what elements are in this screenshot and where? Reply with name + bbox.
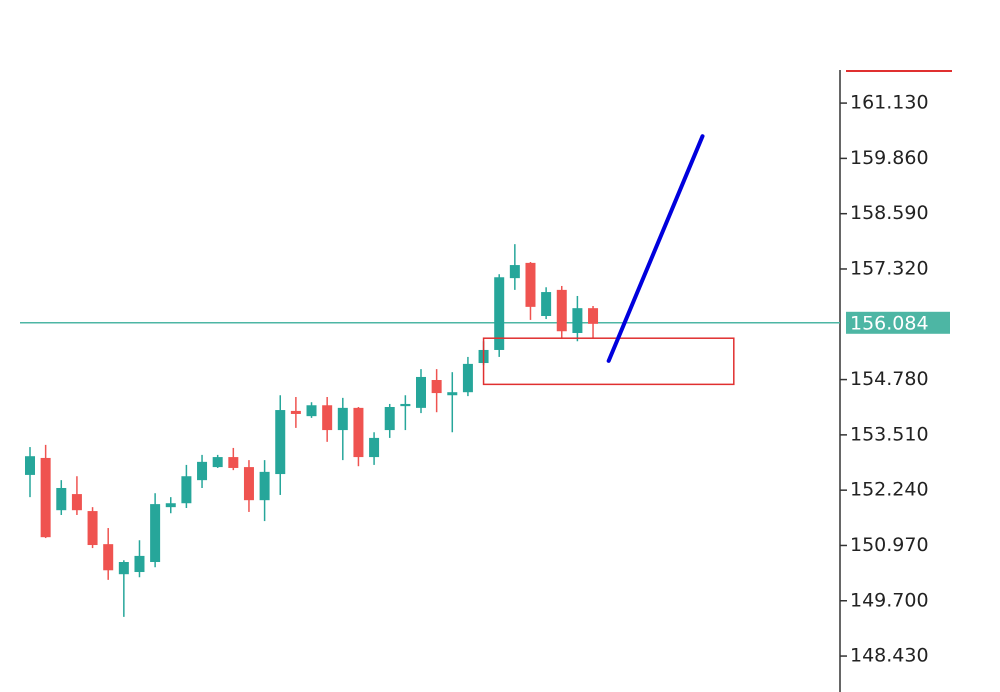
- y-tick-label: 158.590: [850, 202, 929, 224]
- y-tick-label: 149.700: [850, 589, 929, 611]
- candle-body: [588, 308, 599, 324]
- candle-body: [462, 363, 473, 393]
- trend-line: [606, 134, 705, 363]
- candle-body: [509, 265, 520, 279]
- candle-body: [181, 476, 192, 504]
- candle-body: [25, 456, 35, 475]
- zone-box: [482, 337, 735, 386]
- y-tick-label: 150.970: [850, 534, 929, 556]
- candle-body: [541, 292, 552, 317]
- candle-body: [275, 410, 286, 475]
- y-tick-label: 154.780: [850, 368, 929, 390]
- candle-body: [56, 487, 67, 511]
- candle-body: [103, 544, 114, 571]
- candle-body: [525, 262, 536, 307]
- candle-body: [71, 494, 82, 511]
- candle-body: [165, 503, 176, 508]
- candle-body: [243, 467, 254, 501]
- candle-body: [228, 457, 239, 468]
- candle-body: [369, 437, 380, 458]
- candle-body: [416, 376, 426, 408]
- candle-body: [118, 562, 129, 575]
- candle-body: [306, 405, 317, 417]
- candle-body: [134, 555, 145, 573]
- candle-body: [400, 403, 411, 407]
- candle-body: [337, 407, 348, 431]
- candle-body: [212, 457, 223, 468]
- price-label: 156.084: [850, 312, 929, 334]
- y-tick-label: 148.430: [850, 645, 929, 667]
- candle-body: [290, 410, 301, 414]
- candle-body: [572, 308, 583, 333]
- candle-body: [494, 277, 505, 350]
- candle-body: [150, 504, 161, 563]
- y-tick-label: 161.130: [850, 92, 929, 114]
- y-tick-label: 157.320: [850, 257, 929, 279]
- candle-body: [259, 471, 270, 501]
- candle-body: [384, 407, 395, 431]
- candle-body: [40, 457, 51, 538]
- candle-body: [556, 289, 567, 332]
- candle-body: [353, 407, 364, 458]
- candle-body: [87, 511, 98, 546]
- y-tick-label: 152.240: [850, 479, 929, 501]
- y-tick-label: 159.860: [850, 147, 929, 169]
- candle-body: [322, 405, 333, 431]
- y-tick-label: 153.510: [850, 423, 929, 445]
- candle-body: [431, 380, 442, 394]
- candle-body: [447, 392, 458, 396]
- price-label-box: [846, 311, 950, 334]
- candle-body: [197, 461, 208, 481]
